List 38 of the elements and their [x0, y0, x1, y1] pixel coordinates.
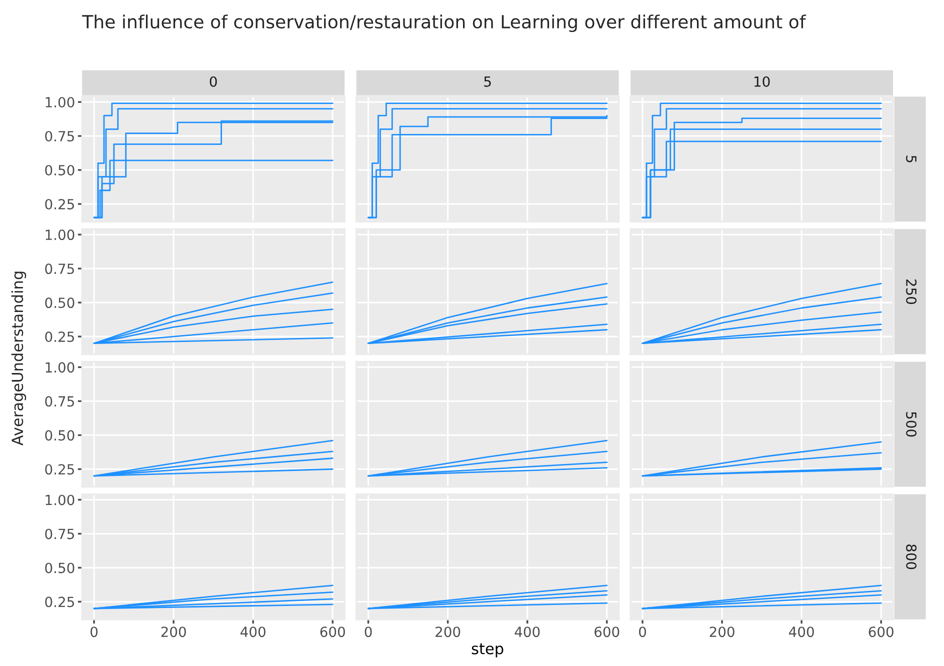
- y-tick-label: 0.25: [45, 464, 74, 475]
- y-tick-label: 1.00: [46, 230, 74, 240]
- x-tick-label: 600: [320, 626, 345, 638]
- x-tick-label: 0: [364, 626, 372, 638]
- y-tick-label: 0.25: [45, 596, 74, 608]
- y-tick-label: 1.00: [46, 96, 74, 108]
- chart-title: 10: [754, 76, 770, 87]
- text: The influence of conservation/restauration on Learning over different amount of: [82, 14, 806, 32]
- x-tick-label: 0: [639, 626, 646, 638]
- x-tick-label: 200: [436, 626, 460, 638]
- x-tick-label: 200: [710, 626, 734, 638]
- y-tick-label: 0.75: [45, 264, 74, 274]
- chart-title: 5: [484, 76, 491, 87]
- y2-axis-title: 250: [906, 279, 917, 304]
- y2-axis-title: 800: [906, 544, 917, 570]
- y2-axis-title: 5: [906, 156, 916, 162]
- y2-axis-title: 500: [906, 412, 917, 437]
- x-tick-label: 400: [240, 626, 266, 638]
- x-tick-label: 200: [161, 626, 186, 638]
- y-tick-label: 0.75: [45, 396, 74, 407]
- x-tick-label: 400: [514, 626, 540, 638]
- chart-title: 0: [210, 76, 217, 87]
- y-tick-label: 1.00: [46, 362, 74, 373]
- y-tick-label: 1.00: [46, 494, 74, 506]
- x-tick-label: 600: [868, 626, 894, 638]
- y-tick-label: 0.75: [45, 528, 74, 540]
- y-tick-label: 0.25: [45, 198, 74, 210]
- y-tick-label: 0.25: [45, 332, 74, 342]
- x-tick-label: 400: [788, 626, 814, 638]
- y-tick-label: 0.75: [45, 130, 74, 142]
- x-axis-title: step: [472, 643, 504, 658]
- y-tick-label: 0.50: [45, 562, 74, 574]
- x-tick-label: 0: [90, 626, 98, 638]
- y-tick-label: 0.50: [45, 430, 74, 441]
- y-axis-title: AverageUnderstanding: [11, 272, 26, 446]
- y-tick-label: 0.50: [45, 164, 74, 176]
- x-tick-label: 600: [594, 626, 620, 638]
- y-tick-label: 0.50: [45, 298, 74, 308]
